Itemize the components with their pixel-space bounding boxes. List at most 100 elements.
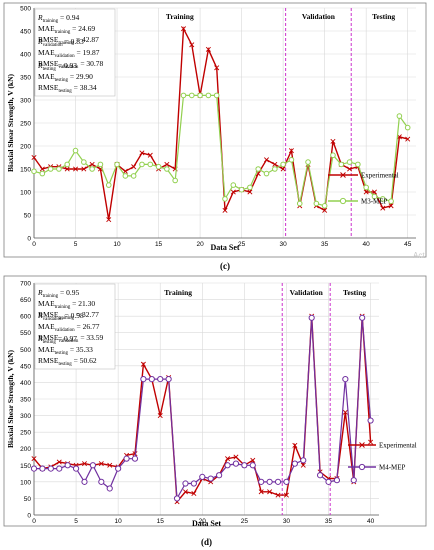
- data-point-m3-mep: [180, 92, 187, 99]
- data-point-experimental: [189, 42, 195, 48]
- data-point-experimental: [368, 439, 374, 445]
- panel-label: (d): [201, 537, 212, 547]
- data-point-experimental: [258, 489, 264, 495]
- data-point-experimental: [205, 46, 211, 52]
- data-point-experimental: [247, 189, 253, 195]
- x-tick-label: 0: [32, 241, 36, 248]
- stat-subscript: testing: [43, 340, 57, 345]
- stat-name: MAE: [38, 345, 55, 354]
- data-point-experimental: [81, 166, 87, 172]
- stat-subscript: testing: [58, 362, 72, 367]
- stat-line: MAEvalidation = 26.77: [38, 322, 100, 333]
- data-point-m3-mep: [280, 161, 286, 168]
- data-point-m4-mep: [173, 495, 181, 502]
- data-point-m4-mep: [241, 462, 248, 469]
- data-point-m3-mep: [255, 166, 262, 172]
- stat-subscript: validation: [58, 65, 78, 70]
- y-tick-label: 600: [20, 314, 31, 321]
- stat-line: MAEtraining = 21.30: [38, 299, 95, 310]
- stat-line: Rvalidation = 0.98: [37, 311, 84, 322]
- stat-subscript: training: [43, 294, 59, 299]
- data-point-experimental: [131, 164, 137, 170]
- data-point-m4-mep: [350, 477, 357, 484]
- stat-line: RMSEvalidation = 30.78: [38, 59, 104, 70]
- x-tick-label: 5: [74, 241, 78, 248]
- data-point-m3-mep: [321, 203, 328, 209]
- data-point-m4-mep: [157, 376, 164, 383]
- data-point-m4-mep: [148, 376, 155, 383]
- data-point-experimental: [388, 203, 394, 209]
- data-point-experimental: [280, 166, 286, 172]
- data-point-m3-mep: [272, 166, 278, 172]
- stat-name: RMSE: [38, 310, 59, 319]
- data-point-m3-mep: [97, 161, 104, 168]
- y-tick-label: 250: [20, 430, 31, 437]
- data-point-m4-mep: [199, 473, 206, 480]
- stat-subscript: training: [43, 19, 59, 24]
- data-point-m3-mep: [47, 166, 54, 172]
- data-point-m3-mep: [222, 196, 228, 202]
- stat-line: RMSEtraining = 42.87: [38, 35, 99, 46]
- data-point-m3-mep: [247, 184, 253, 191]
- panel-label: (c): [220, 261, 230, 271]
- data-point-m3-mep: [155, 163, 162, 170]
- data-point-m4-mep: [249, 462, 256, 469]
- stat-value: = 32.77: [74, 310, 99, 319]
- y-tick-label: 300: [20, 413, 31, 420]
- data-point-experimental: [191, 490, 197, 496]
- data-point-m3-mep: [313, 200, 320, 207]
- x-tick-label: 45: [404, 241, 412, 248]
- data-point-experimental: [31, 456, 37, 462]
- data-point-m3-mep: [139, 161, 145, 168]
- data-point-m3-mep: [130, 173, 137, 179]
- x-tick-label: 5: [74, 518, 78, 525]
- x-tick-label: 35: [325, 518, 333, 525]
- y-tick-label: 650: [20, 297, 31, 304]
- stat-subscript: training: [58, 316, 74, 321]
- data-point-m3-mep: [114, 161, 120, 168]
- stat-subscript: training: [55, 30, 71, 35]
- stat-name: RMSE: [38, 59, 59, 68]
- stat-name: MAE: [38, 24, 55, 33]
- stat-subscript: testing: [55, 351, 69, 356]
- data-point-m3-mep: [388, 198, 394, 204]
- y-tick-label: 350: [20, 75, 31, 82]
- data-point-experimental: [347, 166, 353, 172]
- data-point-m4-mep: [291, 460, 298, 467]
- stat-value: = 26.77: [75, 322, 100, 331]
- stat-subscript: testing: [43, 67, 57, 72]
- data-point-m3-mep: [172, 177, 178, 184]
- watermark-text: Act: [413, 251, 425, 260]
- stat-value: = 0.97: [56, 334, 77, 343]
- y-tick-label: 0: [27, 236, 31, 243]
- data-point-experimental: [147, 152, 153, 158]
- data-point-m4-mep: [342, 376, 349, 383]
- data-point-m4-mep: [232, 460, 240, 467]
- data-point-m3-mep: [205, 92, 212, 99]
- stat-name: R: [37, 334, 43, 343]
- x-axis-label: Data Set: [192, 519, 221, 528]
- stat-line: Rtesting = 0.97: [37, 334, 77, 345]
- data-point-m3-mep: [371, 193, 378, 200]
- stat-name: RMSE: [38, 333, 59, 342]
- y-axis-label: Biaxial Shear Strength, V (kN): [6, 350, 15, 449]
- stat-name: RMSE: [38, 356, 59, 365]
- data-point-experimental: [56, 459, 62, 465]
- data-point-m3-mep: [31, 168, 37, 175]
- data-point-m3-mep: [105, 182, 112, 188]
- data-point-experimental: [31, 154, 37, 161]
- stat-subscript: validation: [43, 43, 63, 48]
- stat-line: MAEtesting = 29.90: [38, 72, 93, 83]
- data-point-experimental: [275, 492, 281, 498]
- data-point-m3-mep: [355, 161, 361, 168]
- legend-label: Experimental: [361, 172, 399, 180]
- region-title: Training: [164, 288, 192, 297]
- data-point-m3-mep: [147, 161, 154, 168]
- legend-marker-x: [359, 442, 365, 448]
- stat-name: MAE: [38, 48, 55, 57]
- data-point-m3-mep: [379, 196, 386, 202]
- y-tick-label: 500: [20, 6, 31, 13]
- data-point-m4-mep: [39, 465, 46, 472]
- stat-name: MAE: [38, 72, 55, 81]
- data-point-m4-mep: [308, 314, 315, 321]
